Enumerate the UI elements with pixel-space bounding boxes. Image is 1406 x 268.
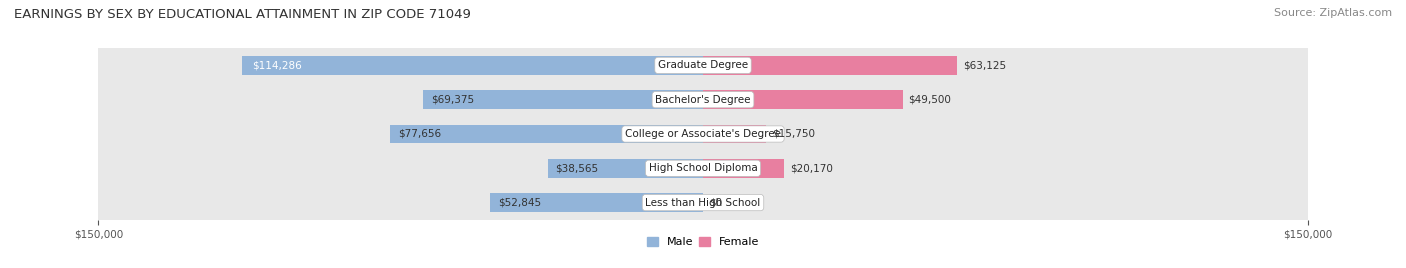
Text: Source: ZipAtlas.com: Source: ZipAtlas.com [1274, 8, 1392, 18]
Text: Graduate Degree: Graduate Degree [658, 60, 748, 70]
Legend: Male, Female: Male, Female [643, 233, 763, 252]
Bar [98, 117, 1308, 151]
Text: $69,375: $69,375 [432, 95, 475, 105]
Bar [703, 159, 785, 178]
Bar [98, 83, 1308, 117]
Text: $15,750: $15,750 [772, 129, 815, 139]
Bar [98, 185, 1308, 220]
Text: $38,565: $38,565 [555, 163, 599, 173]
Bar [242, 56, 703, 75]
Text: $77,656: $77,656 [398, 129, 441, 139]
Bar [389, 125, 703, 143]
Bar [423, 90, 703, 109]
Text: EARNINGS BY SEX BY EDUCATIONAL ATTAINMENT IN ZIP CODE 71049: EARNINGS BY SEX BY EDUCATIONAL ATTAINMEN… [14, 8, 471, 21]
Text: $0: $0 [709, 198, 723, 208]
Text: $114,286: $114,286 [253, 60, 302, 70]
Bar [98, 151, 1308, 185]
Text: $63,125: $63,125 [963, 60, 1007, 70]
Text: Bachelor's Degree: Bachelor's Degree [655, 95, 751, 105]
Bar [703, 125, 766, 143]
Bar [98, 48, 1308, 83]
Bar [703, 56, 957, 75]
Bar [703, 90, 903, 109]
Text: $49,500: $49,500 [908, 95, 952, 105]
Bar [491, 193, 703, 212]
Text: $52,845: $52,845 [498, 198, 541, 208]
Text: $20,170: $20,170 [790, 163, 834, 173]
Text: Less than High School: Less than High School [645, 198, 761, 208]
Text: College or Associate's Degree: College or Associate's Degree [626, 129, 780, 139]
Text: High School Diploma: High School Diploma [648, 163, 758, 173]
Bar [547, 159, 703, 178]
